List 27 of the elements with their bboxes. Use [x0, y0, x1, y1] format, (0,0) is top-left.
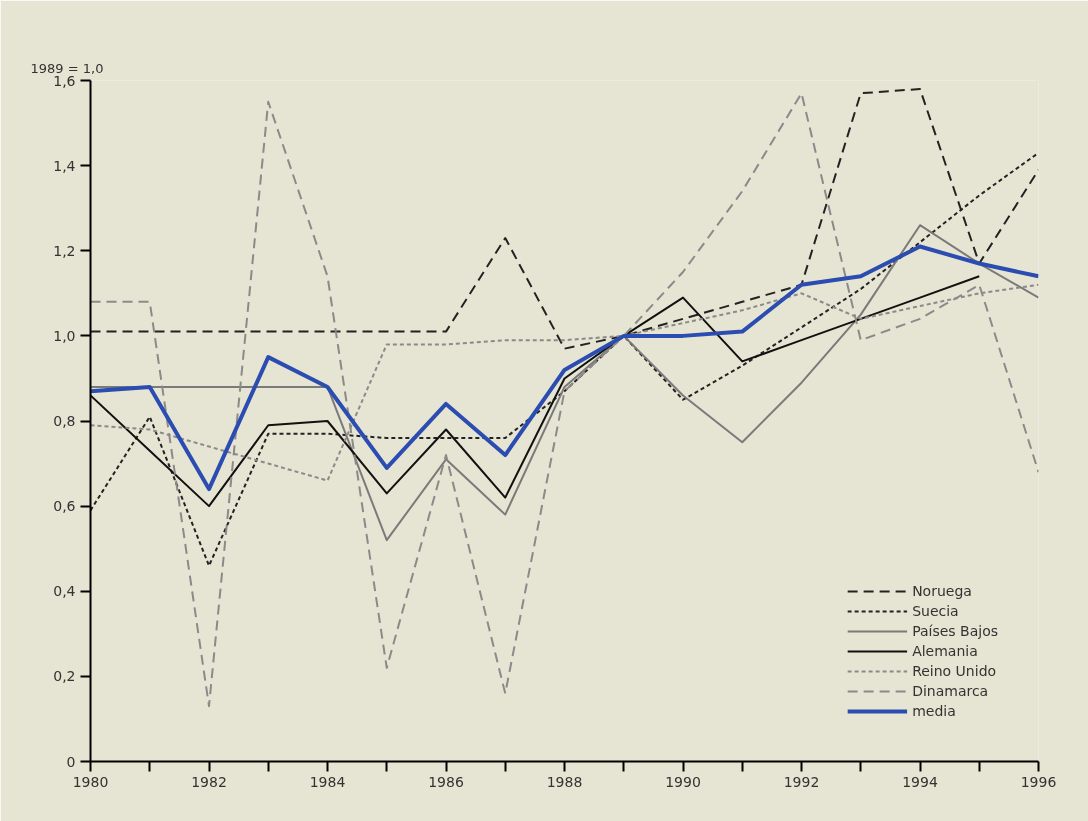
legend-label: Noruega: [912, 583, 972, 599]
y-tick-label: 0,8: [53, 413, 76, 429]
y-tick-label: 1,4: [53, 157, 76, 174]
x-tick-label: 1984: [309, 773, 346, 790]
y-tick-label: 1,0: [53, 327, 76, 344]
y-tick-label: 1,2: [53, 242, 76, 259]
legend-label: Dinamarca: [912, 683, 989, 699]
legend-label: Suecia: [912, 603, 959, 619]
legend-label: Reino Unido: [912, 663, 997, 679]
x-tick-label: 1994: [902, 773, 938, 790]
x-tick-label: 1986: [428, 773, 464, 790]
y-tick-label: 0,2: [53, 668, 76, 685]
legend-label: media: [912, 703, 956, 719]
x-tick-label: 1996: [1020, 773, 1057, 790]
y-tick-label: 0: [66, 753, 76, 770]
line-series: [90, 244, 1039, 492]
x-tick-label: 1982: [191, 773, 227, 790]
y-tick-label: 0,6: [53, 498, 76, 515]
line-series: [90, 224, 1039, 542]
line-series: [90, 275, 981, 508]
y-tick-label: 0,4: [53, 583, 76, 600]
legend-label: Alemania: [912, 643, 978, 659]
x-tick-label: 1988: [546, 773, 583, 790]
x-tick-label: 1992: [783, 773, 820, 790]
legend-label: Países Bajos: [912, 623, 998, 639]
x-tick-label: 1980: [72, 773, 109, 790]
x-tick-label: 1990: [665, 773, 701, 790]
